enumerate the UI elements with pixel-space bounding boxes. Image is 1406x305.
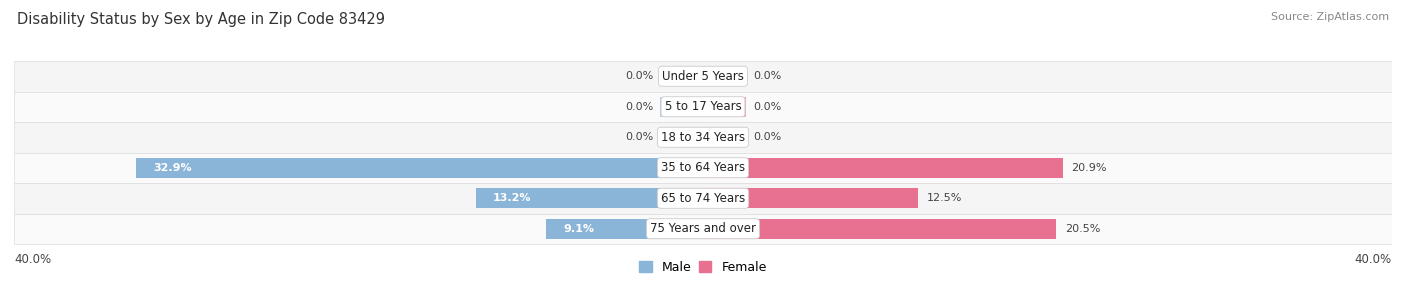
- Bar: [703, 158, 1063, 178]
- Text: 18 to 34 Years: 18 to 34 Years: [661, 131, 745, 144]
- Text: Source: ZipAtlas.com: Source: ZipAtlas.com: [1271, 12, 1389, 22]
- Bar: [14, 92, 1392, 122]
- Text: 35 to 64 Years: 35 to 64 Years: [661, 161, 745, 174]
- Text: 65 to 74 Years: 65 to 74 Years: [661, 192, 745, 205]
- Bar: [14, 152, 1392, 183]
- Bar: [14, 183, 1392, 214]
- Bar: [703, 188, 918, 208]
- Bar: [703, 66, 747, 86]
- Bar: [703, 219, 1056, 239]
- Text: 12.5%: 12.5%: [927, 193, 962, 203]
- Text: 40.0%: 40.0%: [1355, 253, 1392, 266]
- Bar: [703, 127, 747, 147]
- Bar: [547, 219, 703, 239]
- Text: Under 5 Years: Under 5 Years: [662, 70, 744, 83]
- Text: 0.0%: 0.0%: [754, 71, 782, 81]
- Text: 0.0%: 0.0%: [624, 132, 652, 142]
- Text: 20.9%: 20.9%: [1071, 163, 1107, 173]
- Text: 0.0%: 0.0%: [624, 102, 652, 112]
- Text: 75 Years and over: 75 Years and over: [650, 222, 756, 235]
- Bar: [659, 97, 703, 117]
- Text: 32.9%: 32.9%: [153, 163, 193, 173]
- Text: 0.0%: 0.0%: [754, 102, 782, 112]
- Bar: [14, 122, 1392, 152]
- Bar: [703, 97, 747, 117]
- Bar: [14, 214, 1392, 244]
- Text: 40.0%: 40.0%: [14, 253, 51, 266]
- Text: 0.0%: 0.0%: [754, 132, 782, 142]
- Text: 0.0%: 0.0%: [624, 71, 652, 81]
- Bar: [659, 127, 703, 147]
- Text: Disability Status by Sex by Age in Zip Code 83429: Disability Status by Sex by Age in Zip C…: [17, 12, 385, 27]
- Text: 20.5%: 20.5%: [1064, 224, 1099, 234]
- Text: 9.1%: 9.1%: [564, 224, 595, 234]
- Bar: [659, 66, 703, 86]
- Text: 5 to 17 Years: 5 to 17 Years: [665, 100, 741, 113]
- Legend: Male, Female: Male, Female: [634, 256, 772, 279]
- Bar: [14, 61, 1392, 92]
- Text: 13.2%: 13.2%: [494, 193, 531, 203]
- Bar: [136, 158, 703, 178]
- Bar: [475, 188, 703, 208]
